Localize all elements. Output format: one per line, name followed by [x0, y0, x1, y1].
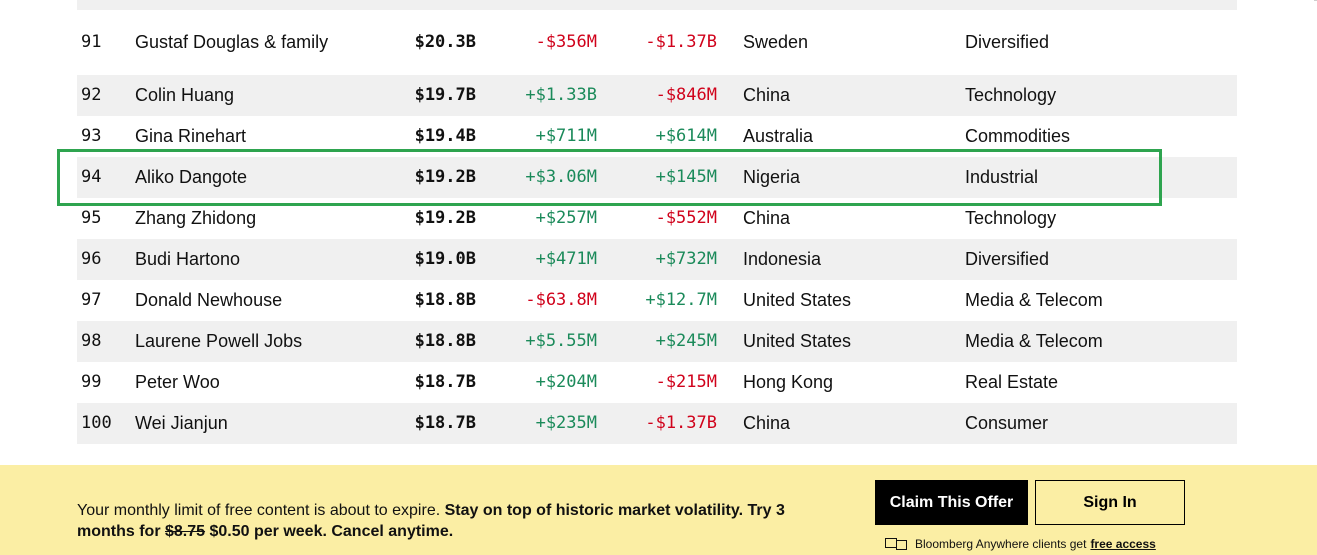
rank-cell: 96	[81, 249, 102, 269]
table-row[interactable]: 93 Gina Rinehart $19.4B +$711M +$614M Au…	[77, 116, 1237, 157]
rank-cell: 92	[81, 85, 102, 105]
claim-offer-button[interactable]: Claim This Offer	[875, 480, 1028, 525]
ytd-change-cell: +$245M	[655, 331, 717, 351]
ytd-change-cell: +$614M	[655, 126, 717, 146]
industry-cell: Consumer	[965, 413, 1049, 433]
name-cell[interactable]: Peter Woo	[135, 372, 220, 392]
terminal-icon	[885, 538, 907, 550]
ytd-change-cell: -$215M	[655, 372, 717, 392]
country-cell: Australia	[743, 126, 814, 146]
country-cell: Sweden	[743, 32, 809, 52]
sign-in-button[interactable]: Sign In	[1035, 480, 1185, 525]
name-cell[interactable]: Aliko Dangote	[135, 167, 248, 187]
country-cell: Indonesia	[743, 249, 822, 269]
bloomberg-anywhere-note: Bloomberg Anywhere clients get free acce…	[885, 537, 1156, 551]
table-row[interactable]: 96 Budi Hartono $19.0B +$471M +$732M Ind…	[77, 239, 1237, 280]
anywhere-text: Bloomberg Anywhere clients get	[915, 537, 1087, 551]
industry-cell: Diversified	[965, 249, 1050, 269]
last-change-cell: +$235M	[535, 413, 597, 433]
rank-cell: 93	[81, 126, 102, 146]
paywall-notice: Your monthly limit of free content is ab…	[77, 502, 445, 519]
last-change-cell: +$204M	[535, 372, 597, 392]
rank-cell: 100	[81, 413, 112, 433]
country-cell: China	[743, 413, 791, 433]
industry-cell: Real Estate	[965, 372, 1059, 392]
ytd-change-cell: -$1.37B	[645, 413, 717, 433]
net-worth-cell: $19.0B	[414, 249, 476, 269]
previous-row-edge	[77, 0, 1237, 10]
rank-cell: 99	[81, 372, 102, 392]
ytd-change-cell: +$732M	[655, 249, 717, 269]
net-worth-cell: $18.8B	[414, 331, 476, 351]
ytd-change-cell: +$12.7M	[645, 290, 717, 310]
country-cell: China	[743, 208, 791, 228]
last-change-cell: +$711M	[535, 126, 597, 146]
last-change-cell: +$471M	[535, 249, 597, 269]
last-change-cell: +$257M	[535, 208, 597, 228]
rank-cell: 91	[81, 32, 102, 52]
table-row[interactable]: 92 Colin Huang $19.7B +$1.33B -$846M Chi…	[77, 75, 1237, 116]
name-cell[interactable]: Donald Newhouse	[135, 290, 283, 310]
last-change-cell: +$3.06M	[525, 167, 597, 187]
country-cell: United States	[743, 331, 852, 351]
net-worth-cell: $19.2B	[414, 167, 476, 187]
ytd-change-cell: +$145M	[655, 167, 717, 187]
country-cell: United States	[743, 290, 852, 310]
last-change-cell: -$356M	[535, 32, 597, 52]
billionaires-table: 91 Gustaf Douglas & family $20.3B -$356M…	[77, 0, 1237, 444]
rank-cell: 98	[81, 331, 102, 351]
net-worth-cell: $19.2B	[414, 208, 476, 228]
country-cell: Hong Kong	[743, 372, 834, 392]
paywall-offer-end: $0.50 per week. Cancel anytime.	[205, 523, 454, 540]
name-cell[interactable]: Zhang Zhidong	[135, 208, 257, 228]
old-price: $8.75	[165, 523, 206, 540]
free-access-link[interactable]: free access	[1090, 537, 1156, 551]
net-worth-cell: $18.8B	[414, 290, 476, 310]
table-row[interactable]: 95 Zhang Zhidong $19.2B +$257M -$552M Ch…	[77, 198, 1237, 239]
table-row-highlighted[interactable]: 94 Aliko Dangote $19.2B +$3.06M +$145M N…	[77, 157, 1237, 198]
name-cell[interactable]: Colin Huang	[135, 85, 235, 105]
ytd-change-cell: -$1.37B	[645, 32, 717, 52]
industry-cell: Media & Telecom	[965, 331, 1103, 351]
paywall-banner: Your monthly limit of free content is ab…	[0, 465, 1317, 555]
industry-cell: Media & Telecom	[965, 290, 1103, 310]
industry-cell: Diversified	[965, 32, 1050, 52]
industry-cell: Industrial	[965, 167, 1039, 187]
last-change-cell: +$1.33B	[525, 85, 597, 105]
name-cell[interactable]: Laurene Powell Jobs	[135, 331, 303, 351]
page-edge	[1314, 0, 1317, 9]
last-change-cell: -$63.8M	[525, 290, 597, 310]
table-row[interactable]: 97 Donald Newhouse $18.8B -$63.8M +$12.7…	[77, 280, 1237, 321]
table-row[interactable]: 91 Gustaf Douglas & family $20.3B -$356M…	[77, 10, 1237, 75]
rank-cell: 97	[81, 290, 102, 310]
ytd-change-cell: -$552M	[655, 208, 717, 228]
industry-cell: Technology	[965, 85, 1057, 105]
table-row[interactable]: 98 Laurene Powell Jobs $18.8B +$5.55M +$…	[77, 321, 1237, 362]
name-cell[interactable]: Wei Jianjun	[135, 413, 228, 433]
table-row[interactable]: 99 Peter Woo $18.7B +$204M -$215M Hong K…	[77, 362, 1237, 403]
name-cell[interactable]: Gustaf Douglas & family	[135, 32, 329, 52]
rank-cell: 95	[81, 208, 102, 228]
paywall-offer: Stay on top of historic market volatilit…	[77, 502, 785, 540]
net-worth-cell: $18.7B	[414, 372, 476, 392]
ytd-change-cell: -$846M	[655, 85, 717, 105]
net-worth-cell: $19.4B	[414, 126, 476, 146]
table-row[interactable]: 100 Wei Jianjun $18.7B +$235M -$1.37B Ch…	[77, 403, 1237, 444]
name-cell[interactable]: Budi Hartono	[135, 249, 241, 269]
industry-cell: Technology	[965, 208, 1057, 228]
industry-cell: Commodities	[965, 126, 1071, 146]
paywall-message: Your monthly limit of free content is ab…	[77, 500, 837, 542]
last-change-cell: +$5.55M	[525, 331, 597, 351]
name-cell[interactable]: Gina Rinehart	[135, 126, 247, 146]
net-worth-cell: $19.7B	[414, 85, 476, 105]
net-worth-cell: $20.3B	[414, 32, 476, 52]
country-cell: China	[743, 85, 791, 105]
net-worth-cell: $18.7B	[414, 413, 476, 433]
country-cell: Nigeria	[743, 167, 801, 187]
rank-cell: 94	[81, 167, 102, 187]
